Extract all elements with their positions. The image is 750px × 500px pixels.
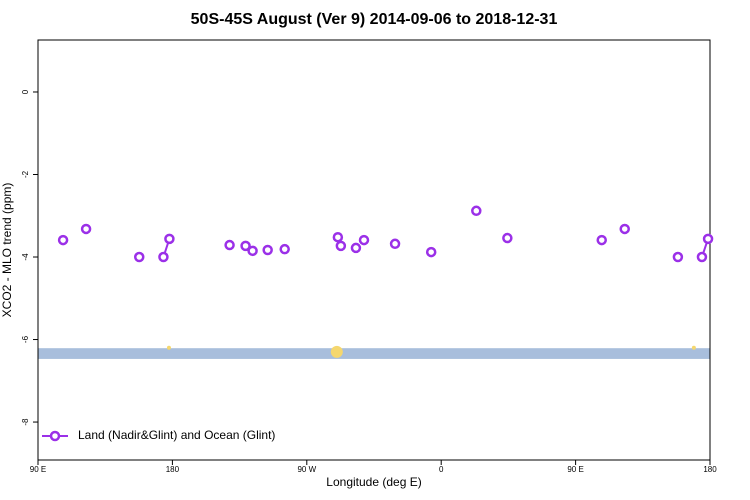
point: [672, 251, 684, 263]
point: [389, 238, 401, 250]
point: [358, 234, 370, 246]
point: [279, 243, 290, 255]
x-tick-label: 90 E: [567, 465, 583, 474]
x-tick-label: 0: [439, 465, 444, 474]
point: [158, 251, 169, 263]
chart-title: 50S-45S August (Ver 9) 2014-09-06 to 201…: [191, 11, 558, 28]
highlight: [166, 345, 171, 350]
legend-label: Land (Nadir&Glint) and Ocean (Glint): [78, 428, 275, 442]
point: [57, 234, 69, 246]
legend-marker: [49, 430, 61, 442]
point: [224, 239, 235, 251]
point: [240, 240, 251, 252]
x-tick-label: 180: [166, 465, 180, 474]
band: [38, 348, 710, 359]
point: [80, 223, 92, 235]
point: [247, 245, 258, 257]
y-tick-label: -2: [21, 170, 30, 178]
point: [696, 251, 708, 263]
point: [596, 234, 607, 246]
point: [335, 240, 347, 252]
point: [702, 233, 714, 245]
y-tick-label: -8: [21, 418, 30, 426]
y-tick-label: -4: [21, 253, 30, 261]
point: [262, 244, 273, 256]
point: [425, 246, 437, 258]
x-tick-label: 90 W: [297, 465, 316, 474]
point: [619, 223, 630, 235]
x-tick-label: 180: [703, 465, 717, 474]
x-tick-label: 90 E: [30, 465, 46, 474]
highlight: [691, 345, 696, 350]
y-tick-label: -6: [21, 335, 30, 343]
y-tick-label: 0: [21, 89, 30, 94]
point: [502, 232, 513, 244]
point: [133, 251, 145, 263]
y-axis-label: XCO2 - MLO trend (ppm): [0, 183, 14, 318]
point: [332, 231, 344, 243]
point: [164, 233, 175, 245]
x-axis-label: Longitude (deg E): [326, 475, 421, 489]
point: [350, 242, 362, 254]
point: [471, 205, 482, 217]
highlight: [330, 345, 343, 358]
plot-frame: [37, 39, 711, 461]
